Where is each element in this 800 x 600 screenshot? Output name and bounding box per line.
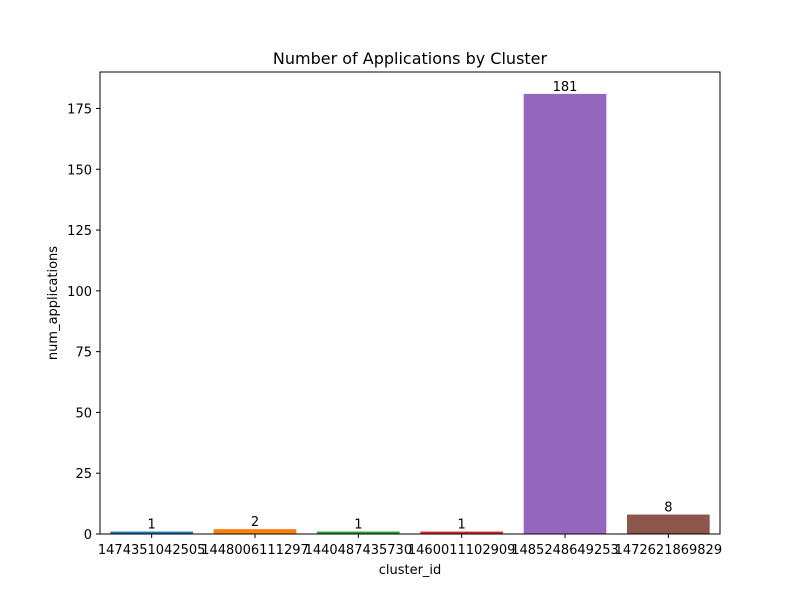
chart-title: Number of Applications by Cluster	[273, 49, 548, 68]
bar	[317, 531, 400, 534]
y-tick-label: 125	[67, 224, 92, 239]
x-tick-label: 1485248649253	[511, 543, 619, 558]
bar-data-label: 2	[251, 515, 259, 530]
x-tick-label: 1472621869829	[615, 543, 723, 558]
y-tick-label: 175	[67, 102, 92, 117]
bar	[627, 514, 710, 534]
bar-data-label: 181	[553, 80, 578, 95]
x-axis-label: cluster_id	[379, 563, 442, 578]
x-tick-label: 1448006111297	[201, 543, 309, 558]
x-tick-label: 1440487435730	[305, 543, 413, 558]
bar	[110, 531, 193, 534]
y-tick-label: 150	[67, 163, 92, 178]
plot-area: 0 25 50 75 100 125 150 175 1 1474351042505 2 144800…	[67, 80, 722, 558]
bar	[420, 531, 503, 534]
y-axis-label: num_applications	[46, 246, 61, 360]
y-tick-label: 0	[84, 528, 92, 543]
y-tick-label: 100	[67, 285, 92, 300]
y-tick-label: 25	[75, 467, 92, 482]
bar	[523, 93, 607, 534]
bar-data-label: 1	[354, 518, 362, 533]
plot-frame	[99, 71, 721, 535]
bar-data-label: 8	[664, 501, 672, 516]
bar-data-label: 1	[458, 518, 466, 533]
y-tick-label: 50	[75, 406, 92, 421]
bar-data-label: 1	[148, 518, 156, 533]
y-tick-label: 75	[75, 346, 92, 361]
x-tick-label: 1474351042505	[98, 543, 206, 558]
bar	[213, 529, 297, 534]
x-tick-label: 1460011102909	[408, 543, 516, 558]
